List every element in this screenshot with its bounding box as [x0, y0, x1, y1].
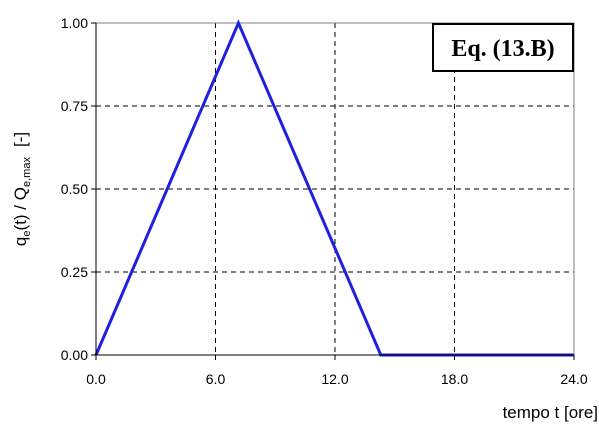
y-axis-title-q-sub: e	[21, 230, 33, 236]
y-tick-label: 1.00	[61, 15, 88, 31]
y-tick-label: 0.75	[61, 98, 88, 114]
x-axis-title: tempo t [ore]	[503, 403, 598, 422]
y-ticks: 0.00 0.25 0.50 0.75 1.00	[61, 15, 96, 363]
x-tick-label: 18.0	[441, 371, 468, 387]
y-tick-label: 0.25	[61, 264, 88, 280]
y-axis-title-Q-sub: e,max	[21, 157, 33, 187]
y-tick-label: 0.50	[61, 181, 88, 197]
x-tick-label: 6.0	[206, 371, 226, 387]
y-axis-title: qe(t) / Qe,max [-]	[11, 132, 33, 246]
y-axis-title-unit: [-]	[11, 132, 30, 147]
y-tick-label: 0.00	[61, 347, 88, 363]
annotation-frame	[432, 23, 574, 72]
annotation-box: Eq. (13.B)	[432, 23, 574, 72]
x-tick-label: 12.0	[321, 371, 348, 387]
y-axis-title-q: q	[11, 237, 30, 246]
x-tick-label: 24.0	[560, 371, 587, 387]
x-tick-label: 0.0	[86, 371, 106, 387]
y-axis-title-mid: (t) / Q	[11, 187, 30, 230]
x-ticks: 0.0 6.0 12.0 18.0 24.0	[86, 355, 588, 387]
annotation-text: Eq. (13.B)	[451, 36, 554, 62]
